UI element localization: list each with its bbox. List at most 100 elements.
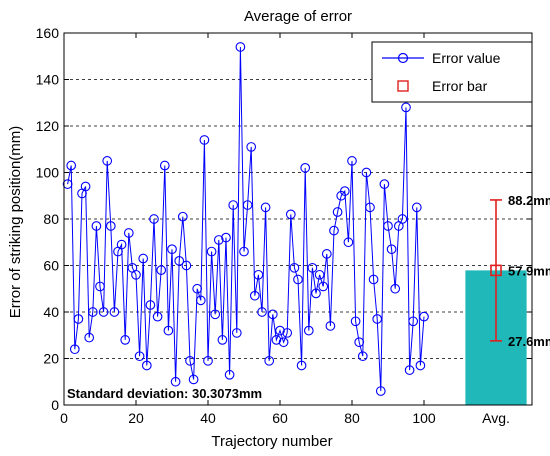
- y-tick-label: 140: [36, 72, 60, 88]
- data-point: [264, 355, 275, 366]
- x-tick-label: 0: [60, 410, 68, 426]
- data-point: [379, 179, 390, 189]
- data-point: [145, 300, 156, 310]
- data-point: [105, 221, 116, 231]
- data-point: [278, 337, 289, 348]
- data-point: [152, 311, 163, 322]
- data-point: [354, 337, 365, 348]
- data-point: [293, 274, 303, 285]
- data-point: [228, 200, 239, 210]
- data-point: [246, 142, 257, 152]
- data-point: [109, 307, 120, 317]
- x-tick-label: 20: [128, 410, 144, 426]
- data-point: [217, 335, 228, 345]
- data-point: [188, 374, 199, 385]
- data-point: [177, 211, 188, 222]
- data-point: [408, 316, 419, 327]
- data-point: [271, 335, 282, 345]
- data-point: [347, 156, 357, 166]
- x-axis-label: Trajectory number: [211, 433, 332, 450]
- data-point: [174, 256, 185, 266]
- data-point: [307, 262, 318, 273]
- error-value-line: [67, 46, 425, 392]
- data-point: [203, 355, 213, 366]
- data-point: [357, 351, 368, 362]
- data-point: [343, 237, 354, 248]
- x-tick-label: 80: [344, 410, 360, 426]
- chart-title: Average of error: [244, 8, 352, 25]
- data-point: [411, 202, 422, 213]
- legend: Error value Error bar: [371, 41, 533, 103]
- data-point: [66, 160, 77, 171]
- error-bar-label: 57.9mm: [508, 263, 550, 278]
- data-point: [116, 239, 127, 250]
- data-point: [231, 328, 242, 338]
- data-point: [102, 156, 113, 166]
- y-axis-label: Error of striking position(mm): [7, 126, 24, 319]
- error-value-series: [62, 42, 429, 396]
- data-point: [87, 307, 98, 317]
- x-tick-label: 60: [272, 410, 288, 426]
- data-point: [275, 325, 285, 336]
- data-point: [195, 295, 206, 306]
- data-point: [339, 186, 350, 196]
- data-point: [249, 290, 260, 301]
- data-point: [318, 281, 329, 292]
- data-point: [415, 360, 426, 371]
- data-point: [419, 311, 429, 322]
- data-point: [181, 260, 192, 271]
- data-point: [260, 202, 271, 213]
- data-point: [404, 365, 415, 375]
- data-point: [300, 163, 311, 173]
- data-point: [159, 160, 170, 171]
- x-tick-label: 100: [412, 410, 436, 426]
- data-point: [321, 249, 332, 259]
- y-tick-label: 60: [43, 258, 59, 274]
- y-tick-label: 160: [36, 25, 60, 41]
- data-point: [95, 281, 105, 292]
- data-point: [69, 344, 80, 355]
- data-point: [365, 202, 375, 213]
- data-point: [192, 283, 203, 294]
- data-point: [325, 321, 336, 331]
- x-axis-ticks: 0 20 40 60 80 100 Avg.: [60, 33, 510, 426]
- data-point: [73, 314, 84, 324]
- data-point: [368, 274, 379, 285]
- data-point: [170, 376, 181, 387]
- legend-label-error-bar: Error bar: [432, 78, 488, 94]
- data-point: [141, 360, 152, 371]
- data-point: [163, 325, 174, 336]
- data-point: [375, 386, 386, 396]
- data-point: [285, 209, 296, 220]
- error-bar-group: 88.2mm 57.9mm 27.6mm: [490, 193, 550, 349]
- data-point: [289, 262, 300, 273]
- data-point: [397, 214, 408, 224]
- legend-marker-error-bar: [397, 80, 409, 92]
- data-point: [242, 200, 253, 210]
- data-point: [361, 167, 372, 178]
- legend-label-error-value: Error value: [432, 50, 501, 66]
- data-point: [329, 225, 339, 236]
- error-bar-label: 27.6mm: [508, 334, 550, 349]
- y-tick-label: 120: [36, 118, 60, 134]
- data-point: [185, 355, 195, 366]
- error-bar-label: 88.2mm: [508, 193, 550, 208]
- y-tick-label: 20: [43, 351, 59, 367]
- data-point: [239, 246, 249, 257]
- data-point: [332, 207, 343, 217]
- y-tick-label: 80: [43, 211, 59, 227]
- data-point: [62, 179, 73, 189]
- data-point: [253, 269, 264, 280]
- data-point: [314, 269, 325, 280]
- std-deviation-annotation: Standard deviation: 30.3073mm: [67, 386, 262, 401]
- data-point: [311, 288, 321, 299]
- data-point: [213, 235, 224, 245]
- legend-box: [371, 41, 533, 103]
- data-point: [199, 135, 210, 145]
- data-point: [235, 42, 246, 52]
- data-point: [84, 332, 95, 343]
- data-point: [282, 328, 293, 338]
- data-point: [372, 314, 383, 324]
- data-point: [303, 325, 314, 336]
